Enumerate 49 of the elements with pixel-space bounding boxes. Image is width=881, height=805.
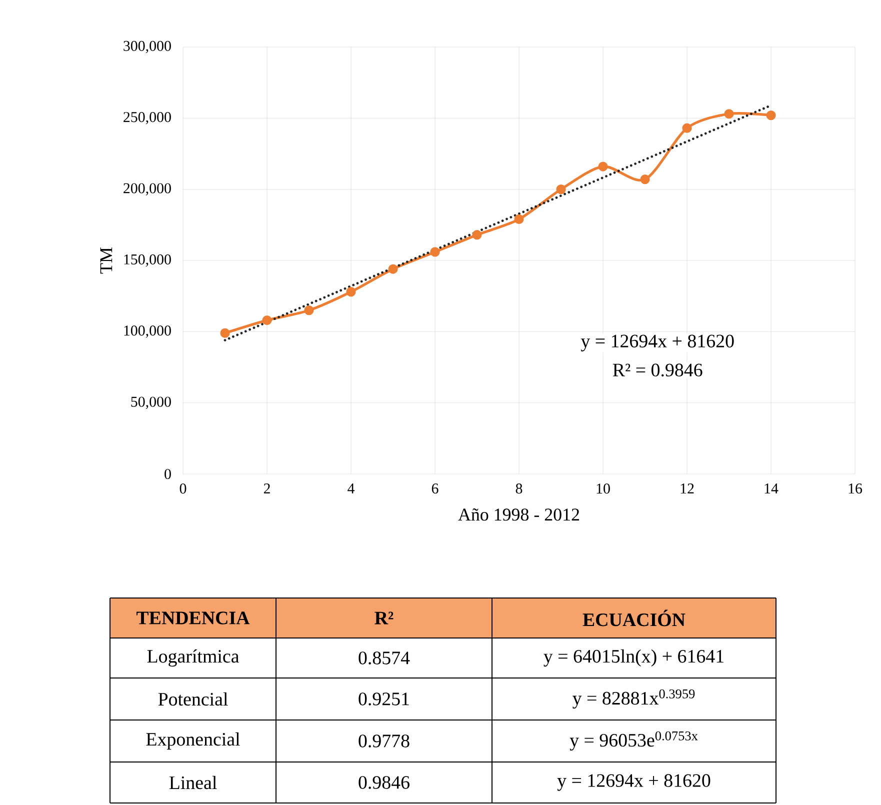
point [598, 162, 608, 172]
text: ECUACIÓN [582, 610, 686, 626]
x-tick-label: 2 [264, 484, 270, 494]
y-tick-label: 250,000 [124, 112, 171, 124]
text: 0.9251 [358, 692, 409, 706]
text: 0.8574 [358, 652, 410, 664]
annotation: y = 12694x + 81620 [580, 334, 734, 352]
text: Logarítmica [147, 649, 240, 667]
y-tick-label: 200,000 [124, 183, 171, 196]
text: y = 12694x + 81620 [557, 774, 710, 791]
x-tick-label: 12 [680, 484, 694, 494]
x-tick-label: 14 [764, 484, 778, 494]
y-axis-title: TM [100, 248, 112, 274]
point [220, 328, 230, 338]
point [304, 306, 314, 316]
x-tick-label: 16 [848, 484, 862, 494]
text: 0.9846 [358, 776, 410, 789]
y-tick-label: 150,000 [124, 254, 171, 267]
text: y = 64015ln(x) + 61641 [544, 649, 724, 667]
point [514, 214, 524, 224]
y-tick-label: 100,000 [124, 326, 171, 338]
x-tick-label: 0 [180, 484, 186, 494]
text: Potencial [158, 692, 228, 706]
text: R² [374, 612, 394, 624]
point [472, 230, 482, 240]
text: TENDENCIA [136, 612, 250, 624]
y-tick-label: 300,000 [124, 40, 171, 54]
text: y = 96053e$^{0.0753x}$ [570, 731, 698, 751]
text: y = 82881x$^{0.3959}$ [572, 689, 695, 709]
point [766, 110, 776, 120]
point [262, 315, 272, 326]
point [346, 286, 356, 297]
x-tick-label: 4 [348, 484, 355, 494]
x-axis-title: Año 1998 - 2012 [458, 508, 580, 521]
point [724, 109, 734, 119]
y-tick-label: 0 [164, 468, 171, 480]
y-tick-label: 50,000 [131, 396, 171, 409]
x-tick-label: 10 [596, 484, 610, 494]
text: 0.9778 [358, 734, 410, 748]
point [430, 247, 440, 257]
annotation: R² = 0.9846 [612, 364, 702, 377]
point [556, 184, 566, 194]
text: Lineal [169, 776, 217, 790]
point [640, 174, 650, 184]
point [388, 264, 398, 274]
text: Exponencial [146, 732, 240, 750]
x-tick-label: 8 [516, 484, 522, 494]
point [682, 123, 692, 133]
x-tick-label: 6 [432, 484, 438, 494]
